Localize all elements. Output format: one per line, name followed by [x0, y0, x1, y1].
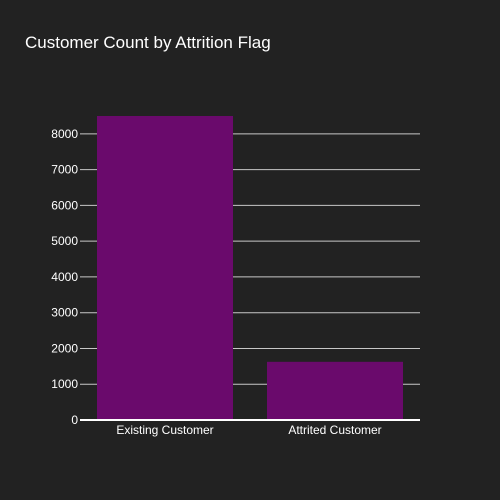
y-tick-label: 3000	[51, 306, 78, 320]
y-tick-label: 1000	[51, 377, 78, 391]
bars	[97, 115, 403, 420]
y-tick-label: 8000	[51, 127, 78, 141]
y-tick-label: 5000	[51, 234, 78, 248]
bar[interactable]	[267, 361, 403, 420]
chart-title: Customer Count by Attrition Flag	[25, 33, 271, 52]
bar[interactable]	[97, 115, 233, 420]
y-tick-label: 6000	[51, 198, 78, 212]
y-tick-label: 7000	[51, 163, 78, 177]
x-tick-label: Existing Customer	[116, 423, 213, 437]
y-tick-label: 4000	[51, 270, 78, 284]
axes: 0 1000 2000 3000 4000 5000 6000 7000 8000 Existin…	[51, 127, 420, 437]
y-tick-label: 0	[71, 413, 78, 427]
x-tick-label: Attrited Customer	[288, 423, 381, 437]
y-tick-label: 2000	[51, 341, 78, 355]
